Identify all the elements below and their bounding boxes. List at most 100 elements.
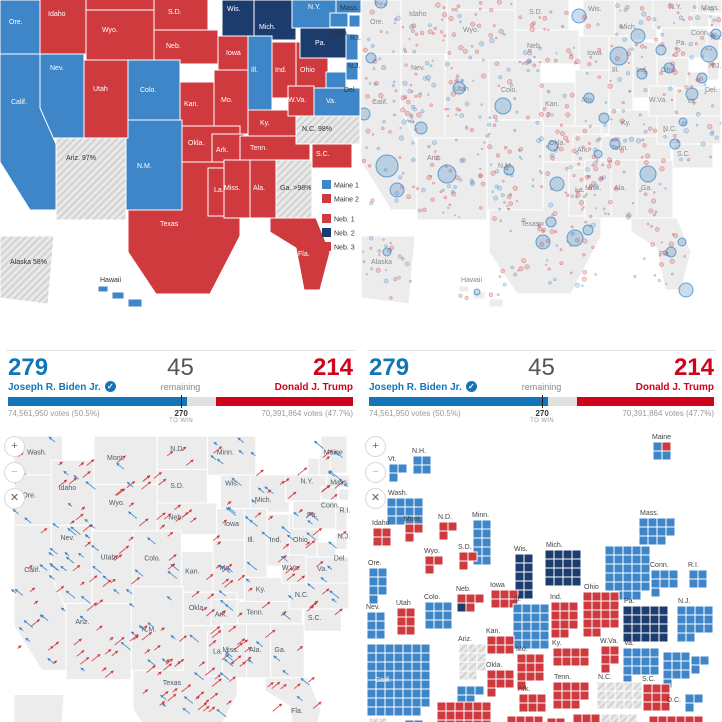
state-ariz[interactable]: [416, 137, 488, 221]
cartogram-state-wva[interactable]: [600, 645, 620, 674]
state-utah[interactable]: [83, 59, 129, 139]
cartogram-state-vt[interactable]: [388, 463, 408, 483]
shift-arrow-map[interactable]: Wash. Ore. Idaho Mont. N.D. Minn. S.D. Wyo. Neb.…: [0, 430, 361, 722]
state-pa[interactable]: [299, 27, 347, 59]
state-vt[interactable]: [307, 457, 320, 476]
cartogram-state-md[interactable]: [662, 651, 691, 689]
cartogram-state-utah[interactable]: [396, 607, 416, 636]
cartogram-state-nd[interactable]: [438, 521, 458, 541]
state-nh[interactable]: [318, 454, 331, 476]
state-alaska[interactable]: [0, 235, 55, 305]
state-nm[interactable]: [486, 119, 544, 211]
state-nm[interactable]: [130, 586, 184, 671]
state-mont[interactable]: [93, 435, 158, 485]
state-alaska[interactable]: [13, 694, 65, 722]
cartogram-state-mont[interactable]: [404, 523, 424, 543]
state-wva[interactable]: [287, 85, 315, 117]
cartogram-state-nev[interactable]: [366, 611, 386, 640]
state-mo[interactable]: [213, 69, 249, 135]
cartogram-state-nm[interactable]: [456, 685, 485, 705]
cartogram-state-ny[interactable]: [604, 545, 651, 601]
state-ga[interactable]: [270, 623, 305, 679]
state-hawaii[interactable]: [472, 291, 486, 300]
state-kan[interactable]: [540, 81, 576, 127]
cartogram-state-la[interactable]: [506, 715, 544, 722]
state-ri[interactable]: [338, 488, 350, 501]
state-va[interactable]: [303, 556, 350, 584]
cartogram-state-okla[interactable]: [486, 669, 515, 698]
state-colo[interactable]: [132, 530, 182, 588]
state-conn[interactable]: [329, 12, 349, 28]
cartogram-state-ariz[interactable]: [458, 643, 487, 681]
state-conn[interactable]: [690, 12, 710, 28]
state-nj[interactable]: [335, 506, 348, 532]
state-miss[interactable]: [223, 159, 251, 219]
cartogram-state-tenn[interactable]: [552, 681, 590, 710]
zoom-in-button[interactable]: +: [4, 436, 25, 457]
state-hawaii[interactable]: [111, 291, 125, 300]
cartogram-state-del[interactable]: [690, 655, 710, 675]
cartogram-state-mass[interactable]: [638, 517, 676, 546]
cartogram-state-fla[interactable]: [648, 715, 704, 722]
state-ind[interactable]: [271, 41, 297, 99]
state-kan[interactable]: [179, 81, 215, 127]
cartogram-state-wash[interactable]: [386, 497, 424, 526]
zoom-out-button[interactable]: −: [365, 462, 386, 483]
trump-name-link[interactable]: Donald J. Trump: [635, 382, 714, 393]
state-del[interactable]: [335, 532, 348, 550]
cartogram-state-alaska[interactable]: [368, 717, 388, 722]
cartogram-state-colo[interactable]: [424, 601, 453, 630]
state-del[interactable]: [345, 61, 359, 81]
state-wis[interactable]: [219, 474, 255, 510]
state-sc[interactable]: [303, 604, 342, 632]
reset-zoom-button[interactable]: ✕: [365, 488, 386, 509]
cartogram-state-ky[interactable]: [552, 647, 590, 667]
state-idaho[interactable]: [400, 0, 448, 55]
cartogram-state-nh[interactable]: [412, 455, 432, 475]
cartogram-state-dc[interactable]: [684, 693, 704, 713]
state-wva[interactable]: [648, 85, 676, 117]
state-mont[interactable]: [85, 0, 155, 11]
cartogram-state-hawaii[interactable]: [404, 719, 424, 722]
cartogram-state-sc[interactable]: [642, 683, 671, 712]
cartogram-state-ala[interactable]: [572, 713, 601, 722]
state-ga[interactable]: [275, 159, 313, 219]
county-bubble-map[interactable]: Ore. Idaho S.D. Wyo. Neb. Iowa Wis. Mich. Ill. In…: [361, 0, 722, 350]
state-nm[interactable]: [125, 119, 183, 211]
state-utah[interactable]: [444, 59, 490, 139]
state-md[interactable]: [325, 71, 347, 89]
cartogram-state-sd[interactable]: [458, 551, 478, 571]
state-del[interactable]: [706, 61, 720, 81]
cartogram-state-ill[interactable]: [512, 603, 550, 650]
cartogram-state-ind[interactable]: [550, 601, 579, 639]
state-wyo[interactable]: [93, 483, 158, 532]
state-results-map[interactable]: Ore. Idaho S.D. Wyo. Neb. Iowa Wis. Mich. Ill. In…: [0, 0, 361, 350]
cartogram-state-mich[interactable]: [544, 549, 582, 587]
state-nc[interactable]: [295, 115, 361, 145]
state-hawaii[interactable]: [97, 285, 109, 293]
cartogram-state-maine[interactable]: [652, 441, 672, 461]
state-wis[interactable]: [582, 0, 620, 37]
state-ore[interactable]: [0, 0, 41, 55]
state-conn[interactable]: [320, 486, 339, 501]
state-sd[interactable]: [514, 0, 570, 31]
cartogram-state-kan[interactable]: [486, 635, 515, 655]
cartogram-state-calif[interactable]: [366, 643, 431, 717]
state-fla[interactable]: [630, 217, 692, 291]
state-ariz[interactable]: [55, 137, 127, 221]
cartogram-state-ark[interactable]: [518, 693, 547, 713]
cartogram-state-miss[interactable]: [546, 717, 566, 722]
cartogram-state-texas[interactable]: [436, 701, 492, 722]
biden-name-link[interactable]: Joseph R. Biden Jr. ✓: [369, 381, 484, 394]
state-colo[interactable]: [127, 59, 181, 121]
state-ariz[interactable]: [65, 602, 132, 681]
state-ill[interactable]: [608, 35, 634, 111]
cartogram-state-mo[interactable]: [516, 653, 545, 691]
cartogram-state-nj[interactable]: [676, 605, 714, 643]
state-mich[interactable]: [249, 474, 290, 513]
cartogram-state-neb[interactable]: [456, 593, 485, 613]
cartogram-state-wyo[interactable]: [424, 555, 444, 575]
cartogram-state-wis[interactable]: [514, 553, 534, 600]
cartogram-state-idaho[interactable]: [372, 527, 392, 547]
state-hawaii[interactable]: [488, 298, 504, 308]
